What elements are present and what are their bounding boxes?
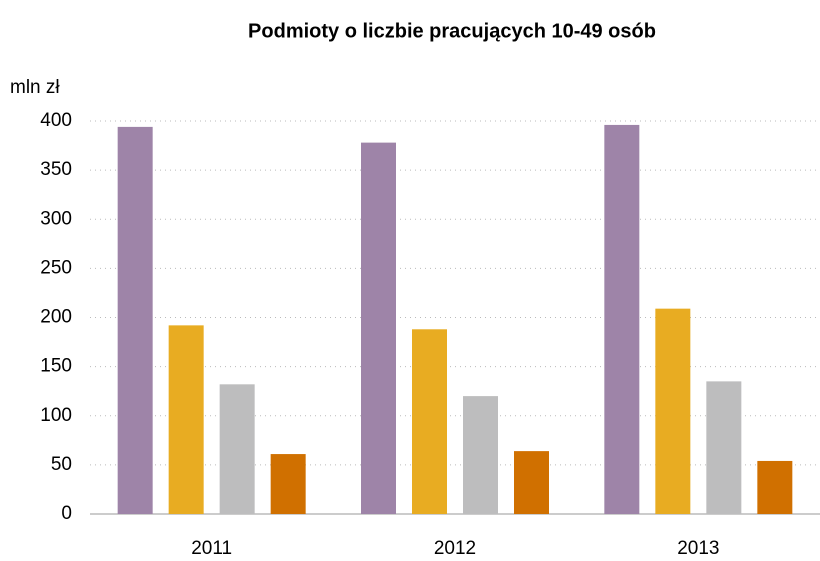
- bar: [361, 142, 396, 515]
- bar: [706, 381, 742, 514]
- bar: [117, 126, 153, 515]
- y-tick-label: 250: [40, 257, 72, 278]
- bar: [168, 325, 204, 514]
- bar: [514, 451, 549, 514]
- y-tick-label: 200: [40, 307, 72, 328]
- bar: [412, 329, 447, 514]
- x-tick-label: 2011: [191, 538, 232, 559]
- bar: [219, 384, 255, 514]
- bar: [655, 308, 691, 514]
- x-tick-label: 2012: [434, 538, 476, 559]
- bar: [270, 454, 306, 514]
- y-tick-label: 100: [40, 405, 72, 426]
- x-tick-label: 2013: [677, 538, 719, 559]
- y-tick-label: 350: [40, 159, 72, 180]
- bar: [604, 124, 640, 515]
- y-tick-label: 150: [40, 356, 72, 377]
- y-tick-label: 400: [40, 110, 72, 131]
- y-axis-label: mln zł: [10, 77, 60, 98]
- bar: [757, 460, 793, 514]
- y-tick-label: 0: [61, 503, 72, 524]
- y-tick-label: 50: [51, 454, 72, 475]
- bar: [463, 396, 498, 514]
- chart-title: Podmioty o liczbie pracujących 10-49 osó…: [248, 20, 656, 42]
- y-tick-label: 300: [40, 208, 72, 229]
